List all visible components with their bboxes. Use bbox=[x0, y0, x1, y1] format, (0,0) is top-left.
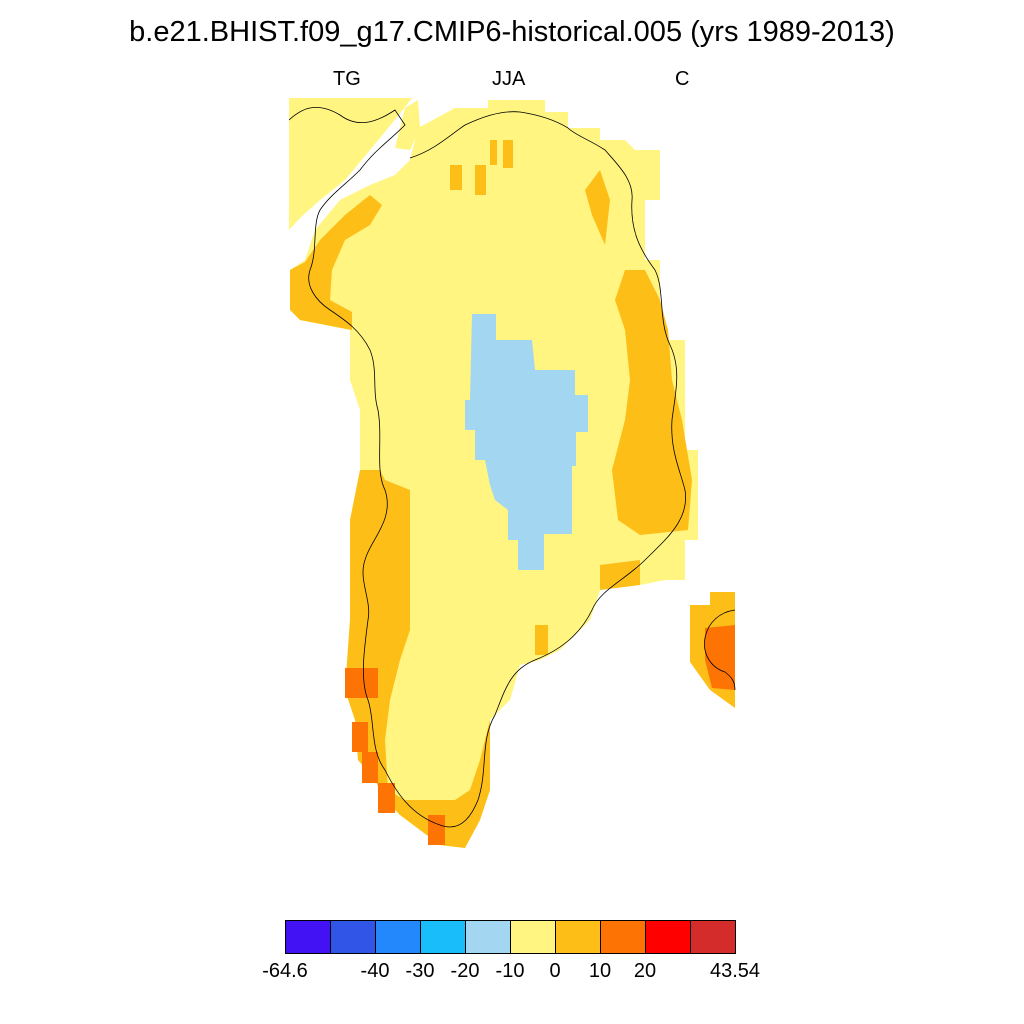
colorbar-label: -20 bbox=[450, 960, 480, 982]
map-region-orange-southwest bbox=[345, 470, 490, 848]
colorbar-box bbox=[690, 920, 736, 954]
map-region-darkorange-4 bbox=[378, 783, 395, 813]
map-region-orange-north-d bbox=[503, 140, 513, 168]
map-region-orange-northeast bbox=[585, 170, 610, 245]
map-region-orange-southeast bbox=[600, 560, 640, 590]
colorbar-box bbox=[600, 920, 646, 954]
map-region-northwest-land-2 bbox=[395, 100, 420, 150]
map-region-orange-west bbox=[290, 195, 382, 330]
map-region-orange-north-c bbox=[490, 140, 497, 165]
colorbar-box bbox=[510, 920, 556, 954]
colorbar-label: 10 bbox=[588, 960, 612, 982]
colorbar-box bbox=[420, 920, 466, 954]
map-region-orange-south-inner bbox=[535, 625, 548, 655]
colorbar-label: 0 bbox=[549, 960, 561, 982]
subtitle-center: JJA bbox=[492, 68, 526, 90]
colorbar-label: -30 bbox=[405, 960, 435, 982]
colorbar-box bbox=[555, 920, 601, 954]
colorbar-label: -40 bbox=[360, 960, 390, 982]
colorbar-label: 43.54 bbox=[709, 960, 761, 982]
colorbar-box bbox=[375, 920, 421, 954]
map-coastline bbox=[288, 106, 687, 828]
map-region-darkorange-5 bbox=[428, 815, 445, 845]
map-region-orange-north-a bbox=[450, 165, 462, 190]
colorbar-label: -64.6 bbox=[262, 960, 308, 982]
map-region-northwest-land bbox=[289, 98, 412, 230]
colorbar-label: -10 bbox=[495, 960, 525, 982]
colorbar-box bbox=[330, 920, 376, 954]
colorbar-box bbox=[645, 920, 691, 954]
map-coastline-island bbox=[704, 609, 736, 691]
colorbar-box bbox=[465, 920, 511, 954]
subtitle-left: TG bbox=[333, 68, 361, 90]
map-region-orange-north-b bbox=[475, 165, 486, 195]
map-region-darkorange-1 bbox=[345, 668, 378, 698]
colorbar-box bbox=[285, 920, 331, 954]
plot-title: b.e21.BHIST.f09_g17.CMIP6-historical.005… bbox=[129, 16, 895, 48]
map-region-lightblue-interior bbox=[465, 314, 588, 570]
colorbar-label: 20 bbox=[633, 960, 657, 982]
map-region-darkorange-2 bbox=[352, 722, 368, 752]
map-region-darkorange-3 bbox=[362, 752, 378, 783]
map-region-orange-east bbox=[612, 270, 692, 535]
subtitle-right: C bbox=[675, 68, 690, 90]
